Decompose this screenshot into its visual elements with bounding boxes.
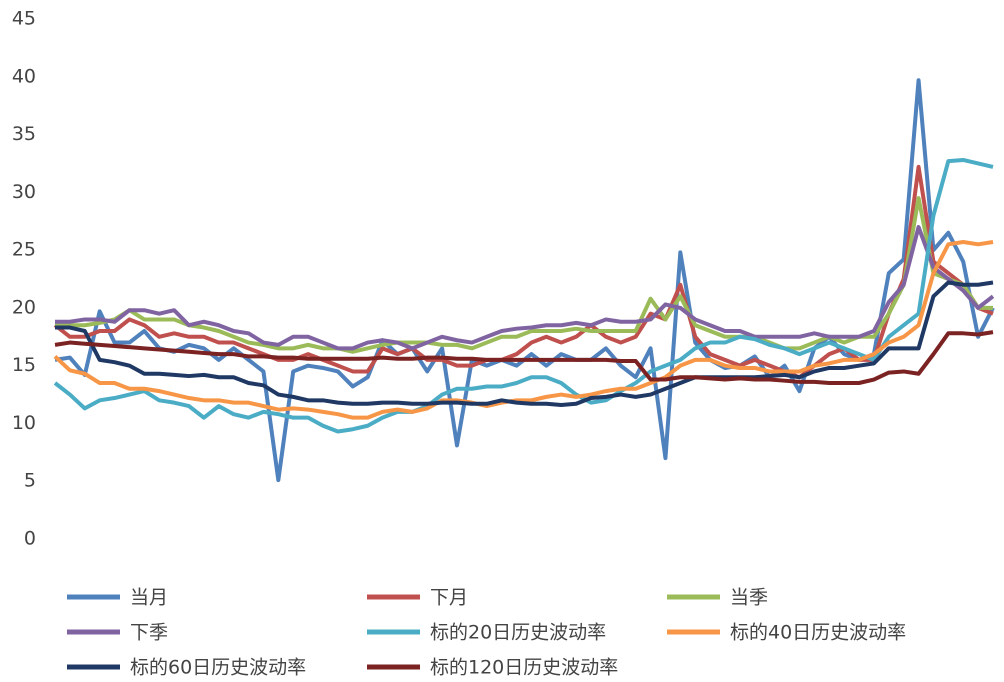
series-line	[55, 196, 993, 354]
legend-label: 下月	[430, 587, 468, 609]
y-tick-label: 35	[12, 123, 36, 145]
series-line	[55, 280, 994, 407]
y-tick-label: 10	[12, 412, 36, 434]
series-line	[55, 225, 995, 351]
y-tick-label: 20	[12, 296, 36, 318]
legend-label: 标的120日历史波动率	[430, 657, 618, 679]
legend-label: 标的60日历史波动率	[130, 657, 306, 679]
legend-label: 当月	[130, 587, 168, 609]
y-tick-label: 0	[24, 528, 36, 550]
y-tick-label: 45	[12, 8, 36, 30]
y-tick-label: 25	[12, 239, 36, 261]
series-line	[53, 164, 994, 380]
legend-label: 当季	[730, 587, 768, 609]
legend-label: 标的20日历史波动率	[430, 622, 606, 644]
y-tick-label: 30	[12, 181, 36, 203]
legend-label: 标的40日历史波动率	[730, 622, 906, 644]
y-tick-label: 40	[12, 65, 36, 87]
series-line	[54, 330, 994, 385]
series-line	[53, 240, 994, 420]
series-line	[54, 78, 995, 483]
legend-label: 下季	[130, 622, 168, 644]
y-tick-label: 5	[24, 470, 36, 492]
y-tick-label: 15	[12, 354, 36, 376]
series-line	[53, 157, 994, 434]
